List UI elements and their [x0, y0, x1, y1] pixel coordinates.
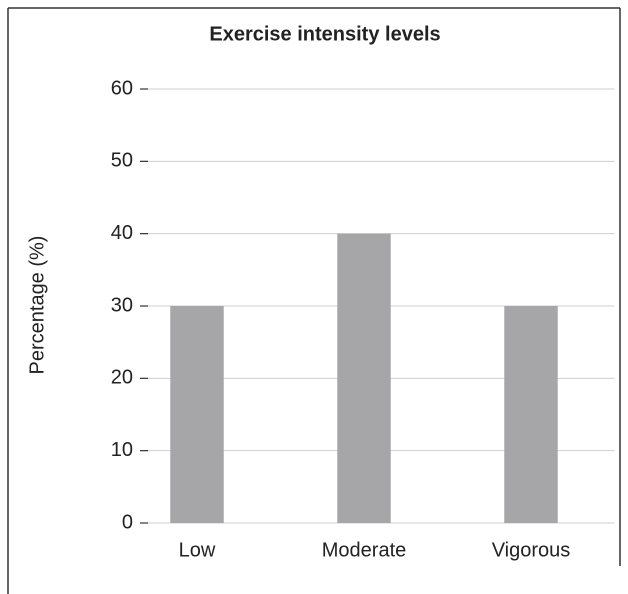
y-axis-label: Percentage (%)	[26, 236, 48, 375]
y-tick-label: 60	[111, 77, 133, 99]
x-tick-label: Vigorous	[492, 539, 571, 561]
y-tick-label: 20	[111, 367, 133, 389]
y-tick-label: 30	[111, 294, 133, 316]
chart-title: Exercise intensity levels	[209, 23, 440, 45]
y-tick-label: 0	[122, 511, 133, 533]
y-tick-label: 10	[111, 439, 133, 461]
bar	[337, 233, 391, 523]
y-tick-label: 40	[111, 222, 133, 244]
y-tick-label: 50	[111, 150, 133, 172]
bar	[170, 306, 224, 523]
bar	[504, 306, 558, 523]
x-tick-label: Low	[179, 539, 216, 561]
x-tick-label: Moderate	[322, 539, 407, 561]
